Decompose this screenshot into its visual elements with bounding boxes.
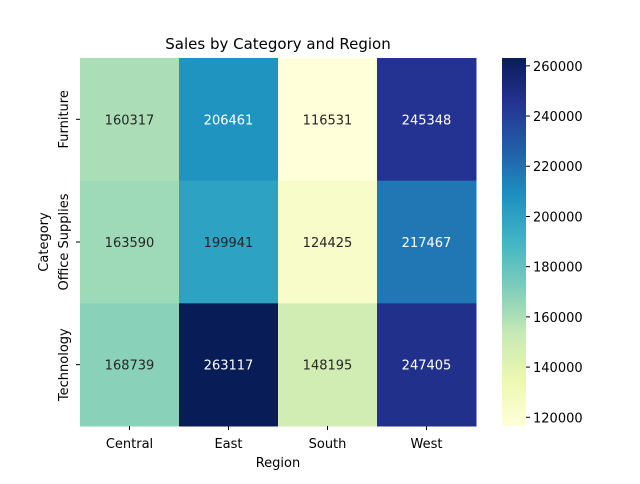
cell-value-label: 124425 [303, 236, 353, 251]
heatmap-cell [179, 180, 279, 304]
cell-value-label: 199941 [204, 236, 254, 251]
colorbar-tick-label: 260000 [533, 60, 583, 75]
cell-value-label: 245348 [402, 113, 452, 128]
cell-value-label: 168739 [105, 359, 155, 374]
cell-value-label: 116531 [303, 113, 353, 128]
heatmap-cell [80, 303, 180, 427]
cell-value-label: 163590 [105, 236, 155, 251]
cell-value-label: 217467 [402, 236, 452, 251]
y-axis-ticks: Furniture Office Supplies Technology [57, 90, 80, 402]
cell-value-label: 160317 [105, 113, 155, 128]
cell-annotations: 160317 206461 116531 245348 163590 199941 1244… [105, 113, 452, 373]
y-tick-label: Furniture [57, 90, 72, 148]
colorbar-ticks: 120000 140000 160000 180000 200000 220000 2400… [526, 60, 583, 426]
colorbar-tick-label: 140000 [533, 361, 583, 376]
heatmap-cell [80, 180, 180, 304]
cell-value-label: 247405 [402, 359, 452, 374]
colorbar-tick-label: 240000 [533, 110, 583, 125]
heatmap-cell [80, 58, 180, 182]
heatmap-cell [278, 180, 378, 304]
heatmap-cell [278, 303, 378, 427]
y-tick-label: Technology [57, 328, 72, 402]
heatmap-cell [278, 58, 378, 182]
colorbar-tick-label: 180000 [533, 261, 583, 276]
colorbar-tick-label: 220000 [533, 160, 583, 175]
colorbar-gradient [502, 58, 526, 426]
cell-value-label: 206461 [204, 113, 254, 128]
colorbar: 120000 140000 160000 180000 200000 220000 2400… [502, 58, 583, 426]
colorbar-tick-label: 120000 [533, 411, 583, 426]
colorbar-tick-label: 200000 [533, 210, 583, 225]
x-tick-label: South [309, 437, 347, 452]
heatmap-cell [179, 303, 279, 427]
heatmap-cell [377, 58, 477, 182]
heatmap-cell [377, 180, 477, 304]
x-tick-label: Central [106, 437, 153, 452]
chart-title: Sales by Category and Region [165, 35, 390, 53]
heatmap-cell [179, 58, 279, 182]
cell-value-label: 148195 [303, 359, 353, 374]
x-tick-label: East [214, 437, 242, 452]
x-axis-ticks: Central East South West [106, 426, 443, 452]
y-tick-label: Office Supplies [57, 193, 72, 290]
colorbar-tick-label: 160000 [533, 311, 583, 326]
x-tick-label: West [411, 437, 443, 452]
cell-value-label: 263117 [204, 359, 254, 374]
x-axis-label: Region [256, 456, 301, 471]
heatmap-cells [80, 58, 477, 427]
heatmap-cell [377, 303, 477, 427]
y-axis-label: Category [37, 212, 52, 272]
